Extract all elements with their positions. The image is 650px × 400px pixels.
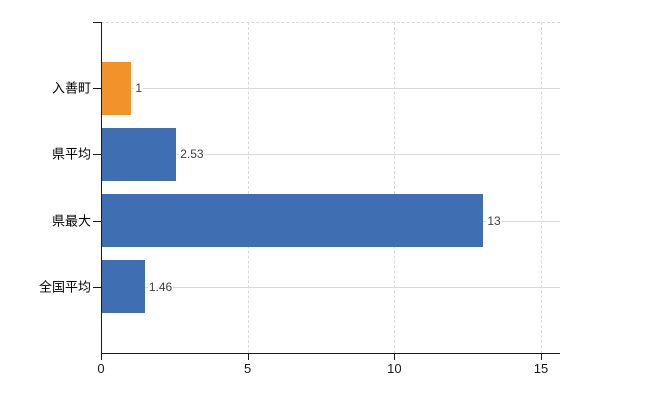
category-label-入善町: 入善町 — [51, 80, 91, 96]
x-tick-label: 0 — [97, 361, 105, 376]
horizontal-gridline — [102, 286, 560, 288]
vertical-gridline — [541, 22, 542, 353]
category-label-県平均: 県平均 — [51, 146, 91, 162]
vertical-gridline — [394, 22, 396, 353]
bar-value-label: 13 — [486, 213, 502, 228]
bar-value-label: 2.53 — [179, 147, 205, 162]
y-axis-line — [101, 22, 102, 353]
bar-全国平均 — [102, 260, 145, 314]
y-axis-top-tick — [93, 22, 101, 23]
x-axis-tick — [541, 354, 542, 360]
y-axis-tick — [93, 220, 101, 222]
horizontal-gridline — [102, 154, 560, 156]
x-tick-label: 15 — [533, 361, 549, 376]
bar-value-label: 1 — [134, 81, 144, 96]
bar-入善町 — [102, 61, 132, 115]
horizontal-gridline — [102, 88, 560, 90]
y-axis-tick — [93, 286, 101, 288]
x-tick-label: 5 — [244, 361, 252, 376]
y-axis-tick — [93, 88, 101, 90]
category-label-全国平均: 全国平均 — [38, 279, 91, 295]
x-axis-line — [101, 353, 560, 354]
x-axis-tick — [247, 354, 249, 360]
x-tick-label: 10 — [387, 361, 402, 376]
x-axis-tick — [394, 354, 396, 360]
bar-value-label: 1.46 — [147, 279, 174, 294]
x-axis-tick — [101, 354, 102, 360]
plot-top-border — [101, 22, 560, 23]
bar-県最大 — [102, 194, 484, 248]
y-axis-tick — [93, 154, 101, 156]
vertical-gridline — [247, 22, 249, 353]
bar-県平均 — [102, 127, 177, 181]
category-label-県最大: 県最大 — [51, 213, 91, 229]
